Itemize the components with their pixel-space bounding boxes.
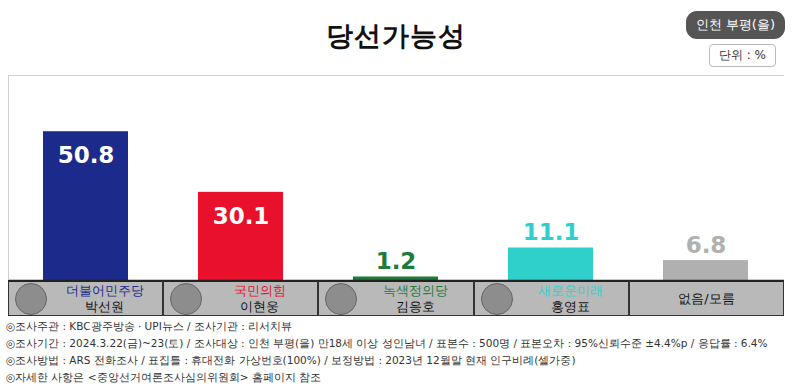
html-text:홍영표: 홍영표 — [550, 298, 590, 314]
html-text:더불어민주당: 더불어민주당 — [65, 282, 144, 298]
html-text:◎조사기간 : 2024.3.22(금)~23(토) / 조: ◎조사기간 : 2024.3.22(금)~23(토) / 조사대상 : 인천 부… — [6, 337, 768, 349]
svg-text:6.8: 6.8 — [686, 232, 727, 258]
html-text:없음/모름: 없음/모름 — [678, 290, 735, 306]
html-text:새로운미래: 새로운미래 — [537, 282, 603, 298]
html-text:단위 : %: 단위 : % — [718, 48, 766, 62]
html-text:◎조사주관 : KBC광주방송 · UPI뉴스 / 조사기관: ◎조사주관 : KBC광주방송 · UPI뉴스 / 조사기관 : 리서치뷰 — [6, 320, 293, 332]
html-text:이현웅: 이현웅 — [240, 298, 280, 314]
svg-text:30.1: 30.1 — [213, 203, 270, 229]
html-text:국민의힘: 국민의힘 — [233, 282, 286, 298]
html-text:김응호: 김응호 — [395, 298, 435, 314]
html-text:◎자세한 사항은 <중앙선거여론조사심의위원회> 홈페이지: ◎자세한 사항은 <중앙선거여론조사심의위원회> 홈페이지 참조 — [6, 371, 322, 383]
svg-text:1.2: 1.2 — [376, 248, 417, 274]
html-text:녹색정의당: 녹색정의당 — [382, 282, 448, 298]
html-text:◎조사방법 : ARS 전화조사 / 표집틀 : 휴대전화: ◎조사방법 : ARS 전화조사 / 표집틀 : 휴대전화 가상번호(100%)… — [6, 354, 576, 366]
html-text:당선가능성: 당선가능성 — [326, 20, 466, 51]
svg-text:11.1: 11.1 — [523, 219, 580, 245]
svg-text:50.8: 50.8 — [58, 142, 115, 168]
html-text:박선원: 박선원 — [85, 298, 125, 314]
html-text:인천 부평(을): 인천 부평(을) — [695, 17, 775, 32]
